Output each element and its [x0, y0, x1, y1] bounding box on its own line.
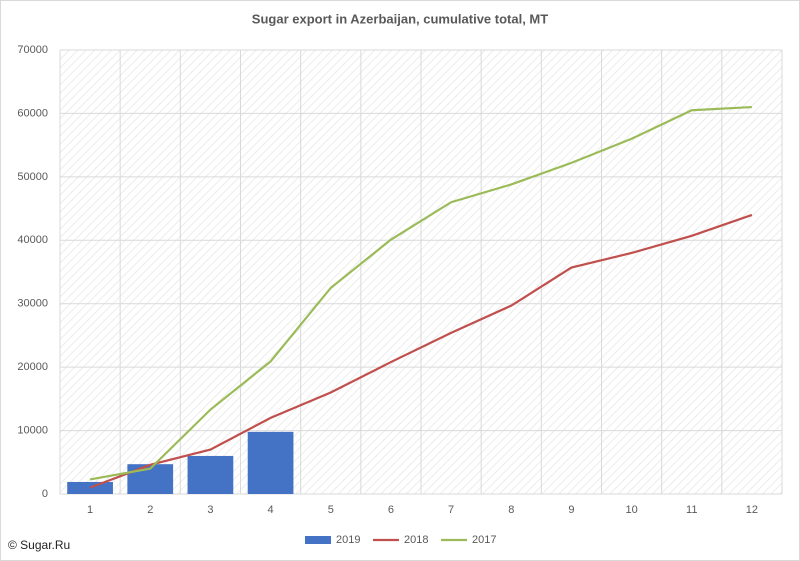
x-tick-label: 6	[388, 504, 394, 516]
legend-swatch	[305, 536, 331, 544]
x-tick-label: 7	[448, 504, 454, 516]
x-tick-label: 3	[207, 504, 213, 516]
y-tick-label: 40000	[17, 234, 48, 246]
bar	[247, 431, 294, 494]
x-tick-label: 10	[625, 504, 637, 516]
y-tick-label: 0	[42, 488, 48, 500]
y-tick-label: 50000	[17, 171, 48, 183]
source: © Sugar.Ru	[8, 538, 70, 552]
x-tick-label: 4	[268, 504, 274, 516]
y-tick-label: 70000	[17, 44, 48, 56]
legend-label: 2019	[336, 534, 360, 546]
y-tick-label: 20000	[17, 361, 48, 373]
x-tick-label: 1	[87, 504, 93, 516]
y-tick-label: 10000	[17, 424, 48, 436]
x-tick-label: 2	[147, 504, 153, 516]
bar	[67, 481, 113, 494]
x-tick-label: 9	[568, 504, 574, 516]
x-tick-label: 12	[746, 504, 758, 516]
y-tick-label: 60000	[17, 107, 48, 119]
x-tick-label: 8	[508, 504, 514, 516]
x-tick-label: 5	[328, 504, 334, 516]
chart-title: Sugar export in Azerbaijan, cumulative t…	[252, 11, 548, 26]
legend-label: 2018	[404, 534, 428, 546]
y-tick-label: 30000	[17, 298, 48, 310]
line	[89, 213, 753, 489]
legend-label: 2017	[472, 534, 496, 546]
x-tick-label: 11	[686, 504, 697, 516]
line	[89, 105, 752, 481]
bar	[187, 455, 234, 494]
